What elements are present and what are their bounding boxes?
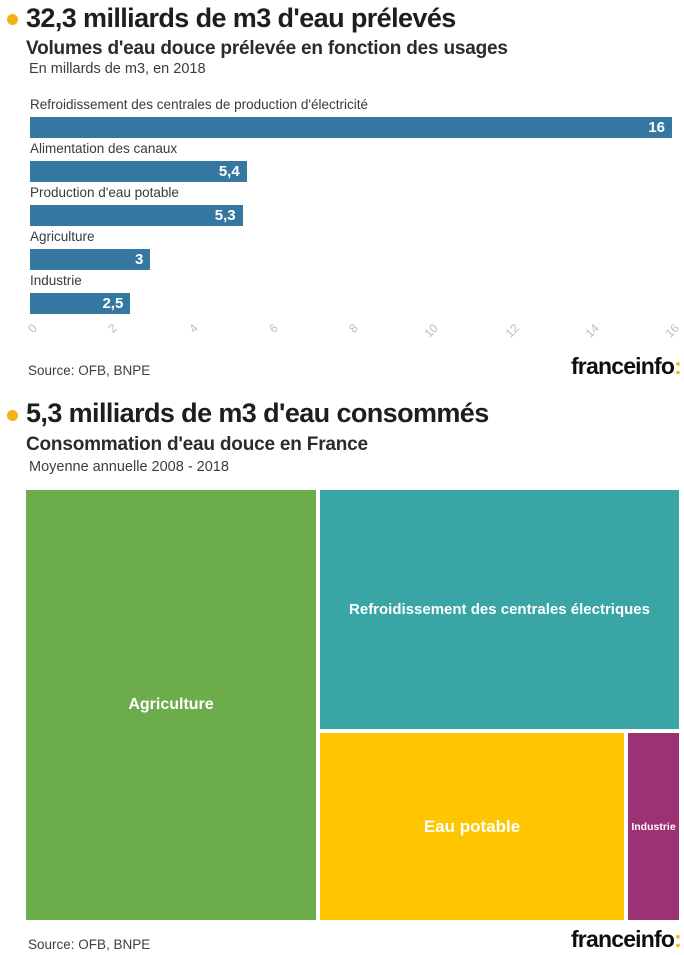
axis-tick: 8 <box>346 321 361 336</box>
bar-label: Alimentation des canaux <box>30 141 178 156</box>
bar-row: Alimentation des canaux 5,4 <box>30 141 672 185</box>
bar: 2,5 <box>30 293 131 314</box>
franceinfo-logo: franceinfo: <box>570 353 682 380</box>
bar-value: 2,5 <box>102 295 124 312</box>
bar-label: Agriculture <box>30 229 95 244</box>
axis-tick: 12 <box>502 321 522 341</box>
axis-tick: 6 <box>266 321 281 336</box>
treemap-cell-label: Agriculture <box>128 696 214 713</box>
chart1-title: 32,3 milliards de m3 d'eau prélevés <box>26 3 456 33</box>
axis-tick: 4 <box>185 321 201 336</box>
bar-value: 16 <box>648 119 665 136</box>
bar-chart: Refroidissement des centrales de product… <box>30 97 672 317</box>
chart2-source: Source: OFB, BNPE <box>28 937 151 952</box>
chart2-title: 5,3 milliards de m3 d'eau consommés <box>26 398 489 428</box>
chart2-note: Moyenne annuelle 2008 - 2018 <box>29 459 229 475</box>
logo-text: franceinfo <box>570 353 675 379</box>
x-axis: 0 2 4 6 8 10 12 14 16 <box>25 318 682 348</box>
bar-row: Agriculture 3 <box>30 229 672 273</box>
treemap-cell-label: Industrie <box>631 820 676 833</box>
chart1-source: Source: OFB, BNPE <box>28 363 151 378</box>
axis-tick: 10 <box>421 321 442 341</box>
logo-text: franceinfo <box>570 926 675 952</box>
franceinfo-logo: franceinfo: <box>570 926 682 953</box>
axis-tick: 16 <box>662 321 682 341</box>
axis-tick: 0 <box>25 321 40 336</box>
logo-colon: : <box>674 353 682 379</box>
chart2-subtitle: Consommation d'eau douce en France <box>26 434 368 455</box>
bar-value: 5,3 <box>214 207 236 224</box>
treemap-cell-industrie: Industrie <box>628 733 679 920</box>
bullet-icon <box>7 410 18 421</box>
bar-row: Refroidissement des centrales de product… <box>30 97 672 141</box>
axis-tick: 2 <box>105 321 121 336</box>
treemap-cell-eau-potable: Eau potable <box>320 733 624 920</box>
chart1-note: En millards de m3, en 2018 <box>29 61 206 77</box>
bar: 3 <box>30 249 151 270</box>
bar: 5,4 <box>30 161 247 182</box>
axis-tick: 14 <box>582 321 602 341</box>
logo-colon: : <box>674 926 682 952</box>
bar-label: Production d'eau potable <box>30 185 179 200</box>
bar-label: Refroidissement des centrales de product… <box>30 97 369 112</box>
treemap-cell-agriculture: Agriculture <box>26 490 316 920</box>
treemap-cell-label: Refroidissement des centrales électrique… <box>349 601 650 618</box>
treemap-cell-label: Eau potable <box>423 816 521 836</box>
chart1-subtitle: Volumes d'eau douce prélevée en fonction… <box>26 38 508 59</box>
bar-label: Industrie <box>30 273 82 288</box>
bar-row: Production d'eau potable 5,3 <box>30 185 672 229</box>
bullet-icon <box>7 14 18 25</box>
bar-value: 5,4 <box>218 163 240 180</box>
bar-row: Industrie 2,5 <box>30 273 672 317</box>
bar: 5,3 <box>30 205 243 226</box>
treemap-cell-refroidissement: Refroidissement des centrales électrique… <box>320 490 679 729</box>
bar: 16 <box>30 117 672 138</box>
bar-value: 3 <box>135 251 144 268</box>
treemap-chart: Agriculture Refroidissement des centrale… <box>26 490 679 920</box>
